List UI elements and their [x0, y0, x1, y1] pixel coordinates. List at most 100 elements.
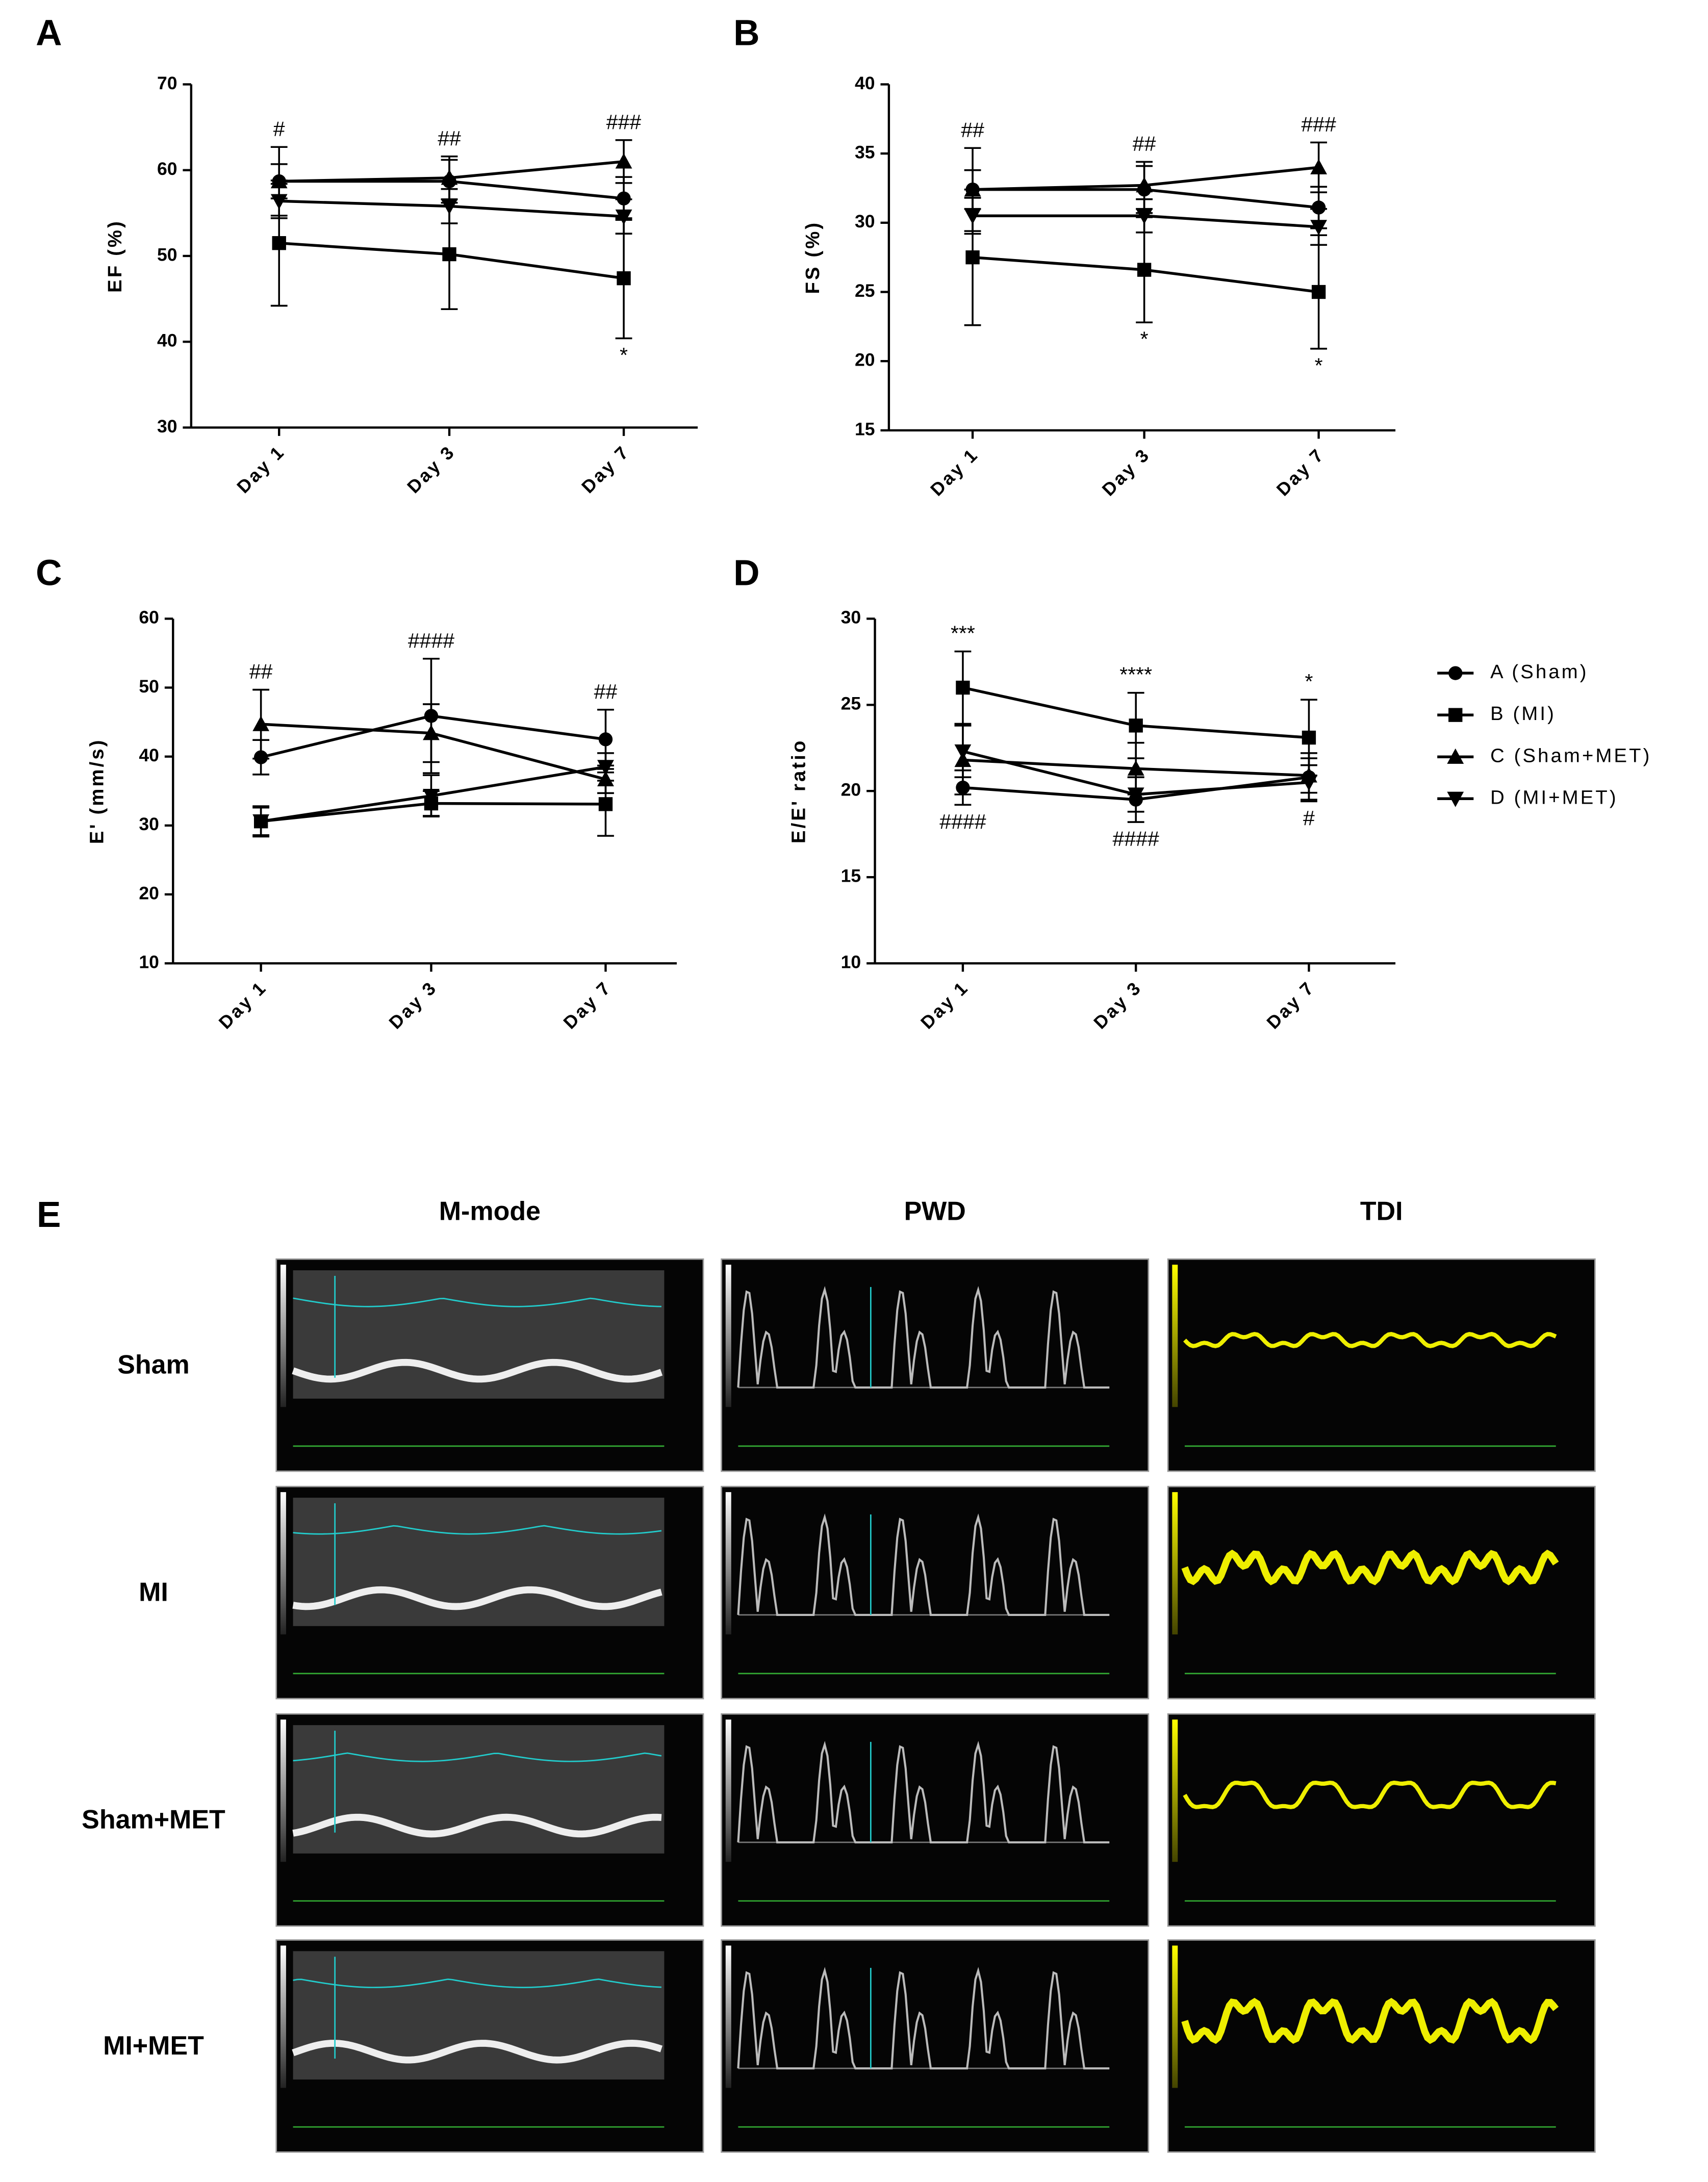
y-tick-label: 60: [157, 159, 177, 179]
y-tick-label: 50: [139, 676, 159, 697]
marker: [252, 715, 270, 731]
y-axis-title: FS (%): [802, 221, 824, 294]
marker: [964, 209, 981, 224]
echo-image: [1167, 1939, 1596, 2153]
x-tick-label: Day 1: [916, 977, 973, 1033]
row-header: Sham+MET: [82, 1805, 225, 1835]
scale-bar: [1172, 1265, 1178, 1407]
echo-image: [1167, 1258, 1596, 1472]
marker: [597, 760, 614, 776]
panel-label: C: [36, 553, 62, 593]
doppler: [737, 1740, 1110, 1843]
annotation: ****: [1119, 663, 1152, 686]
image-frame: [1167, 1939, 1596, 2153]
echo-image: [1167, 1713, 1596, 1927]
annotation: ***: [951, 622, 975, 645]
panel-label: B: [733, 13, 759, 53]
marker: [272, 236, 286, 250]
scale-bar: [1172, 1719, 1178, 1862]
image-frame: [1167, 1258, 1596, 1472]
y-tick-label: 50: [157, 244, 177, 265]
annotation: *: [1305, 670, 1313, 693]
x-tick-label: Day 3: [385, 977, 441, 1033]
marker: [1447, 748, 1464, 764]
annotation: ##: [249, 660, 273, 683]
marker: [1447, 791, 1464, 807]
echo-image: [721, 1939, 1150, 2153]
panel-label: D: [733, 553, 759, 593]
y-tick-label: 20: [841, 780, 861, 800]
image-frame: [721, 1258, 1150, 1472]
image-frame: [1167, 1713, 1596, 1927]
annotation: *: [1315, 353, 1323, 377]
x-tick-label: Day 7: [1263, 977, 1319, 1033]
y-axis-title: E/E' ratio: [788, 738, 810, 843]
x-tick-label: Day 1: [215, 977, 271, 1033]
marker: [1448, 666, 1463, 680]
annotation: ##: [1133, 132, 1156, 156]
echo-image: [721, 1258, 1150, 1472]
scale-bar: [725, 1492, 731, 1635]
marker: [954, 744, 972, 760]
echo-image: [721, 1713, 1150, 1927]
y-tick-label: 30: [157, 416, 177, 437]
legend-label: A (Sham): [1490, 661, 1588, 683]
image-frame: [721, 1485, 1150, 1700]
wall-echo: [292, 2040, 663, 2064]
annotation: *: [620, 343, 628, 367]
annotation: ###: [606, 110, 642, 134]
marker: [423, 789, 440, 805]
doppler: [737, 1286, 1110, 1389]
marker: [252, 814, 270, 830]
y-axis-title: EF (%): [104, 219, 126, 293]
doppler: [737, 1513, 1110, 1616]
echo-image: [275, 1485, 704, 1700]
y-tick-label: 10: [841, 952, 861, 972]
image-frame: [1167, 1485, 1596, 1700]
marker: [1301, 775, 1317, 791]
y-tick-label: 30: [841, 607, 861, 628]
marker: [1310, 220, 1328, 236]
trace: [293, 1978, 661, 1988]
scale-bar: [725, 1265, 731, 1407]
marker: [598, 732, 613, 747]
row-header: MI+MET: [103, 2031, 204, 2061]
y-tick-label: 40: [157, 330, 177, 351]
annotation: ####: [939, 810, 986, 833]
y-tick-label: 25: [841, 694, 861, 714]
y-tick-label: 70: [157, 73, 177, 93]
y-tick-label: 40: [855, 73, 875, 93]
x-tick-label: Day 3: [1098, 444, 1154, 500]
annotation: ####: [1113, 827, 1159, 851]
marker: [270, 194, 288, 210]
scale-bar: [725, 1719, 731, 1862]
marker: [1129, 718, 1143, 733]
annotation: ##: [961, 118, 984, 141]
marker: [615, 209, 632, 225]
tissue-doppler: [1181, 1549, 1559, 1585]
x-tick-label: Day 1: [927, 444, 983, 500]
marker: [1136, 177, 1153, 193]
marker: [1137, 263, 1152, 277]
scale-bar: [280, 1265, 286, 1407]
marker: [1311, 200, 1326, 215]
y-tick-label: 35: [855, 142, 875, 162]
marker: [1136, 209, 1153, 224]
marker: [1311, 285, 1326, 299]
image-frame: [721, 1939, 1150, 2153]
annotation: *: [1140, 327, 1149, 351]
column-header: M-mode: [439, 1197, 541, 1226]
marker: [441, 169, 458, 185]
y-axis-title: E' (mm/s): [86, 738, 108, 844]
marker: [964, 181, 981, 197]
marker: [1302, 730, 1316, 745]
scale-bar: [1172, 1945, 1178, 2088]
scale-bar: [725, 1945, 731, 2088]
trace: [293, 1525, 662, 1535]
y-tick-label: 20: [139, 883, 159, 903]
annotation: #: [273, 117, 285, 140]
legend-label: D (MI+MET): [1490, 786, 1618, 808]
echo-image: [1167, 1485, 1596, 1700]
legend-label: C (Sham+MET): [1490, 745, 1651, 766]
scale-bar: [280, 1719, 286, 1862]
